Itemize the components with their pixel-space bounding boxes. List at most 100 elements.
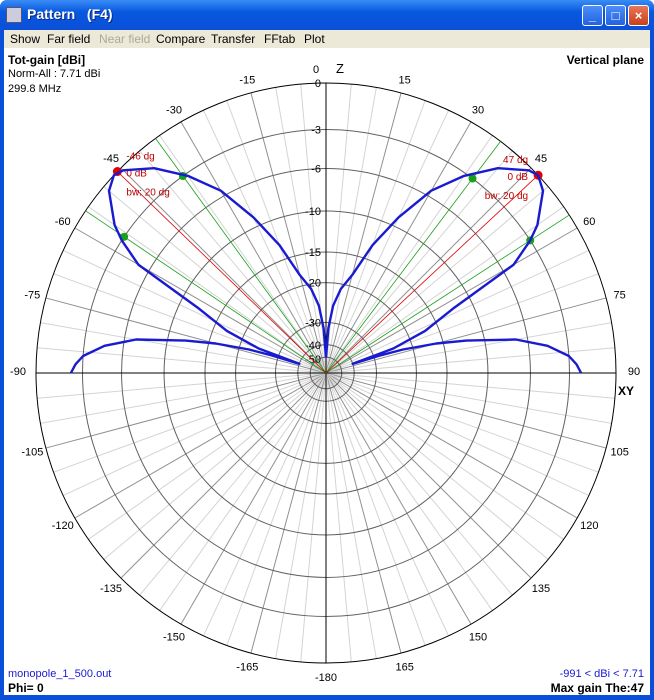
radial-gridline [325, 150, 513, 374]
radial-gridline [325, 372, 472, 625]
radial-gridline [40, 322, 327, 374]
radial-gridline [226, 100, 327, 374]
quantity-label: Tot-gain [dBi] [8, 53, 86, 67]
radial-gridline [325, 372, 377, 659]
menu-plot[interactable]: Plot [304, 32, 325, 46]
ring-label: -15 [305, 247, 321, 259]
menu-compare[interactable]: Compare [156, 32, 206, 46]
marker-bw-label: bw: 20 dg [485, 191, 528, 202]
radial-gridline [180, 121, 327, 374]
ring-label: -40 [305, 340, 321, 352]
radial-gridline [325, 372, 532, 579]
radial-gridline [325, 372, 513, 596]
radial-gridline [325, 92, 402, 374]
radial-gridline [325, 322, 612, 374]
menu-far-field[interactable]: Far field [47, 32, 91, 46]
radial-gridline [275, 87, 327, 374]
marker-peak-label: -46 dg [126, 152, 154, 163]
angle-label: 90 [628, 366, 640, 378]
radial-gridline [103, 372, 327, 560]
ring-label: -10 [305, 206, 321, 218]
radial-gridline [180, 372, 327, 625]
angle-label: -75 [24, 289, 40, 301]
radial-gridline [45, 297, 327, 374]
angle-label: 165 [396, 662, 414, 674]
plane-label: Vertical plane [566, 53, 644, 67]
radial-gridline [325, 249, 590, 374]
radial-gridline [139, 150, 327, 374]
peak-line [325, 174, 539, 374]
radial-gridline [325, 372, 493, 611]
angle-label: 120 [580, 520, 598, 532]
angle-label: -60 [55, 216, 71, 228]
menu-transfer[interactable]: Transfer [211, 32, 256, 46]
radial-gridline [325, 372, 402, 654]
radial-gridline [325, 372, 590, 497]
angle-label: -165 [236, 662, 258, 674]
radial-gridline [325, 372, 564, 540]
menu-near-field: Near field [99, 32, 151, 46]
max-gain-label: Max gain The:47 [550, 681, 644, 695]
radial-gridline [325, 206, 564, 374]
radial-gridline [74, 227, 327, 374]
radial-gridline [325, 84, 352, 374]
polar-plot[interactable]: 0-3-6-10-15-20-30-40-5001530456075901051… [4, 48, 650, 695]
menu-bar: Show Far field Near field Compare Transf… [4, 30, 650, 48]
radial-gridline [103, 186, 327, 374]
radial-gridline [159, 372, 327, 611]
marker-level-label: 0 dB [508, 172, 529, 183]
radial-gridline [62, 372, 327, 497]
angle-label: 45 [535, 153, 547, 165]
xy-axis-label: XY [618, 384, 634, 398]
radial-gridline [40, 372, 327, 424]
pattern-curve [324, 167, 583, 374]
ring-label: 0 [315, 78, 321, 90]
radial-gridline [120, 372, 327, 579]
phi-label: Phi= 0 [8, 681, 44, 695]
menu-fftab[interactable]: FFtab [264, 32, 296, 46]
radial-gridline [325, 372, 607, 449]
angle-label: -15 [239, 74, 255, 86]
radial-gridline [325, 372, 549, 560]
radial-gridline [202, 109, 327, 374]
marker-peak-label: 47 dg [503, 155, 528, 166]
plot-area[interactable]: 0 -3 -6 -10 -15 -20 -30 -40 -50 0 15 30 45 60 75 90 105 1… [4, 48, 650, 695]
pattern-curve [69, 167, 328, 374]
ring-label: -6 [311, 164, 321, 176]
angle-label: -45 [103, 153, 119, 165]
angle-label: 150 [469, 631, 487, 643]
angle-label: 60 [583, 216, 595, 228]
radial-gridline [275, 372, 327, 659]
angle-label: 75 [614, 289, 626, 301]
app-icon[interactable] [6, 7, 22, 23]
window-title: Pattern (F4) [27, 6, 113, 22]
angle-label: -90 [10, 366, 26, 378]
z-axis-label: Z [336, 61, 344, 76]
radial-gridline [325, 100, 426, 374]
angle-label: -105 [21, 447, 43, 459]
radial-gridline [250, 92, 327, 374]
angle-label: -135 [100, 583, 122, 595]
angle-label: 30 [472, 105, 484, 117]
close-button[interactable]: × [628, 5, 649, 26]
radial-gridline [88, 206, 327, 374]
radial-gridline [37, 372, 327, 399]
radial-gridline [325, 227, 578, 374]
radial-gridline [139, 372, 327, 596]
norm-label: Norm-All : 7.71 dBi [8, 68, 101, 80]
maximize-button[interactable]: □ [605, 5, 626, 26]
radial-gridline [226, 372, 327, 646]
radial-gridline [250, 372, 327, 654]
radial-gridline [37, 347, 327, 374]
radial-gridline [45, 372, 327, 449]
title-bar[interactable]: Pattern (F4) _ □ × [0, 0, 654, 30]
peak-line [117, 171, 327, 374]
radial-gridline [88, 372, 327, 540]
radial-gridline [202, 372, 327, 637]
angle-label: 15 [399, 74, 411, 86]
menu-show[interactable]: Show [10, 32, 41, 46]
radial-gridline [325, 109, 450, 374]
angle-label: -120 [52, 520, 74, 532]
minimize-button[interactable]: _ [582, 5, 603, 26]
